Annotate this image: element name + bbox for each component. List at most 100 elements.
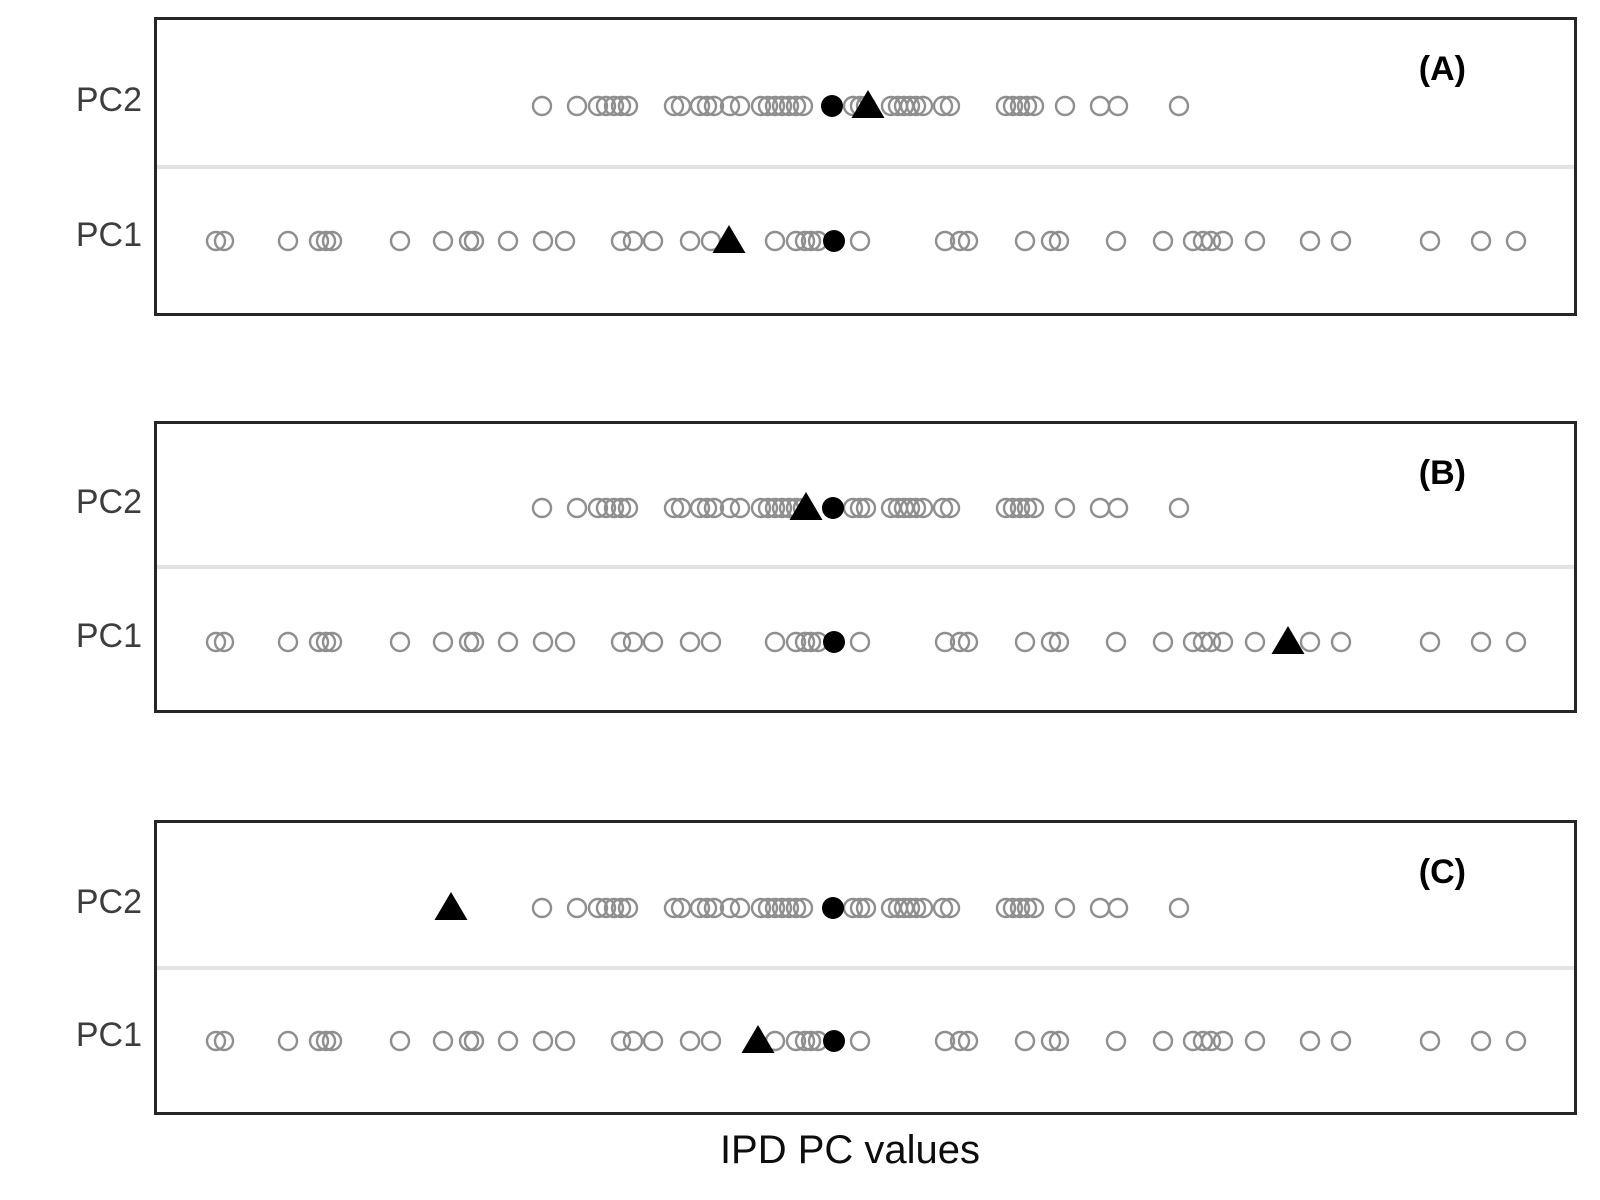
filled-triangle-marker	[712, 225, 746, 253]
open-circle-point	[696, 497, 718, 519]
panel-b-plot	[157, 492, 1574, 654]
open-circle-point	[1054, 497, 1076, 519]
open-circle-point	[1002, 95, 1024, 117]
open-circle-point	[1505, 230, 1527, 252]
open-circle-point	[679, 631, 701, 653]
open-circle-point	[792, 897, 814, 919]
open-circle-point	[1505, 1030, 1527, 1052]
open-circle-point	[642, 1030, 664, 1052]
open-circle-point	[603, 897, 625, 919]
open-circle-point	[532, 1030, 554, 1052]
open-circle-point	[703, 897, 725, 919]
open-circle-point	[764, 631, 786, 653]
open-circle-point	[1152, 1030, 1174, 1052]
open-circle-point	[642, 230, 664, 252]
open-circle-point	[610, 1030, 632, 1052]
open-circle-point	[277, 230, 299, 252]
open-circle-point	[1200, 631, 1222, 653]
open-circle-point	[1105, 1030, 1127, 1052]
open-circle-point	[1105, 631, 1127, 653]
open-circle-point	[610, 497, 632, 519]
open-circle-point	[957, 1030, 979, 1052]
open-circle-point	[1152, 230, 1174, 252]
open-circle-point	[663, 897, 685, 919]
open-circle-point	[849, 897, 871, 919]
open-circle-point	[1040, 230, 1062, 252]
open-circle-point	[1014, 230, 1036, 252]
open-circle-point	[1016, 897, 1038, 919]
open-circle-point	[315, 631, 337, 653]
open-circle-point	[703, 497, 725, 519]
open-circle-point	[679, 230, 701, 252]
open-circle-point	[719, 897, 741, 919]
open-circle-point	[700, 631, 722, 653]
panel-a-label: (A)	[1418, 50, 1466, 88]
open-circle-point	[800, 230, 822, 252]
open-circle-point	[855, 497, 877, 519]
open-circle-point	[532, 230, 554, 252]
open-circle-point	[566, 897, 588, 919]
open-circle-point	[1048, 1030, 1070, 1052]
open-circle-point	[213, 1030, 235, 1052]
open-circle-point	[957, 230, 979, 252]
open-circle-point	[855, 897, 877, 919]
open-circle-point	[642, 631, 664, 653]
open-circle-point	[622, 631, 644, 653]
open-circle-point	[949, 631, 971, 653]
open-circle-point	[792, 95, 814, 117]
filled-circle-marker	[821, 95, 843, 117]
row-label-pc2-panel-c: PC2	[75, 883, 142, 921]
row-label-pc1-panel-b: PC1	[75, 617, 142, 655]
open-circle-point	[939, 897, 961, 919]
open-circle-point	[800, 631, 822, 653]
open-circle-point	[1244, 631, 1266, 653]
open-circle-point	[764, 95, 786, 117]
open-circle-point	[771, 95, 793, 117]
open-circle-point	[1299, 1030, 1321, 1052]
open-circle-point	[719, 497, 741, 519]
open-circle-point	[1009, 897, 1031, 919]
open-circle-point	[1107, 95, 1129, 117]
open-circle-point	[1330, 1030, 1352, 1052]
open-circle-point	[1089, 897, 1111, 919]
open-circle-point	[554, 230, 576, 252]
open-circle-point	[610, 631, 632, 653]
open-circle-point	[899, 897, 921, 919]
open-circle-point	[849, 230, 871, 252]
open-circle-point	[321, 631, 343, 653]
open-circle-point	[1016, 95, 1038, 117]
panel-a-plot	[157, 90, 1574, 253]
open-circle-point	[794, 1030, 816, 1052]
open-circle-point	[912, 497, 934, 519]
open-circle-point	[949, 230, 971, 252]
open-circle-point	[458, 631, 480, 653]
open-circle-point	[1023, 897, 1045, 919]
open-circle-point	[1419, 1030, 1441, 1052]
open-circle-point	[497, 230, 519, 252]
open-circle-point	[995, 897, 1017, 919]
open-circle-point	[689, 497, 711, 519]
open-circle-point	[531, 95, 553, 117]
open-circle-point	[1192, 1030, 1214, 1052]
open-circle-point	[794, 230, 816, 252]
open-circle-point	[205, 631, 227, 653]
open-circle-point	[277, 1030, 299, 1052]
filled-circle-marker	[822, 497, 844, 519]
open-circle-point	[729, 95, 751, 117]
open-circle-point	[595, 497, 617, 519]
open-circle-point	[696, 95, 718, 117]
open-circle-point	[679, 1030, 701, 1052]
open-circle-point	[432, 631, 454, 653]
open-circle-point	[1016, 497, 1038, 519]
open-circle-point	[205, 1030, 227, 1052]
open-circle-point	[899, 95, 921, 117]
open-circle-point	[750, 95, 772, 117]
open-circle-point	[1200, 230, 1222, 252]
open-circle-point	[1470, 631, 1492, 653]
open-circle-point	[1505, 631, 1527, 653]
open-circle-point	[315, 1030, 337, 1052]
open-circle-point	[905, 497, 927, 519]
open-circle-point	[603, 95, 625, 117]
open-circle-point	[1009, 497, 1031, 519]
open-circle-point	[617, 95, 639, 117]
